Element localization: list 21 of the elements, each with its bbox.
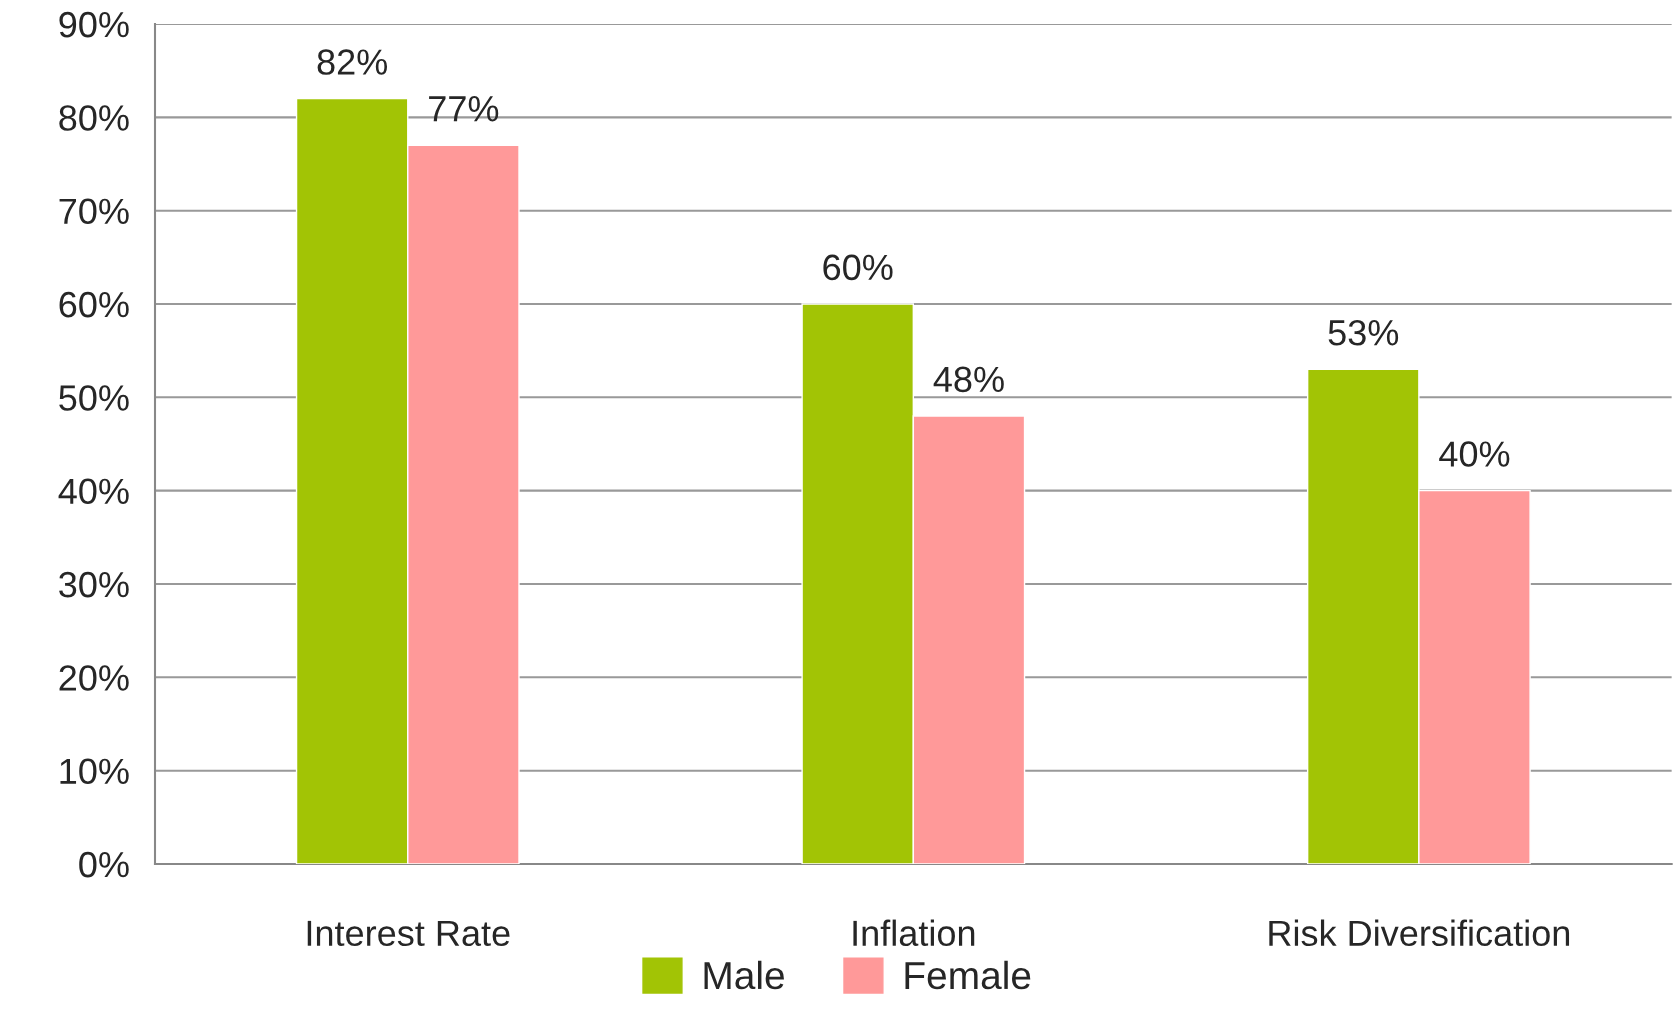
y-tick-label: 20% xyxy=(59,665,129,691)
legend-label: Male xyxy=(704,960,784,990)
x-tick-label: Interest Rate xyxy=(307,920,510,947)
data-label: 40% xyxy=(1439,441,1510,467)
data-label: 48% xyxy=(933,366,1004,393)
y-tick-label: 30% xyxy=(59,571,129,598)
data-label: 53% xyxy=(1328,319,1399,346)
data-label: 60% xyxy=(823,254,893,281)
x-tick-label: Inflation xyxy=(853,919,975,947)
data-label: 77% xyxy=(429,96,499,122)
y-tick-label: 60% xyxy=(59,291,129,318)
y-tick-label: 90% xyxy=(59,11,129,38)
y-tick-label: 10% xyxy=(60,758,129,785)
y-tick-label: 80% xyxy=(59,105,129,131)
legend-label: Female xyxy=(905,960,1031,990)
x-tick-label: Risk Diversification xyxy=(1269,919,1570,947)
data-label: 82% xyxy=(317,49,388,75)
y-tick-label: 50% xyxy=(59,385,129,411)
y-tick-label: 70% xyxy=(59,198,129,225)
y-tick-label: 0% xyxy=(79,851,129,878)
y-tick-label: 40% xyxy=(58,478,129,505)
